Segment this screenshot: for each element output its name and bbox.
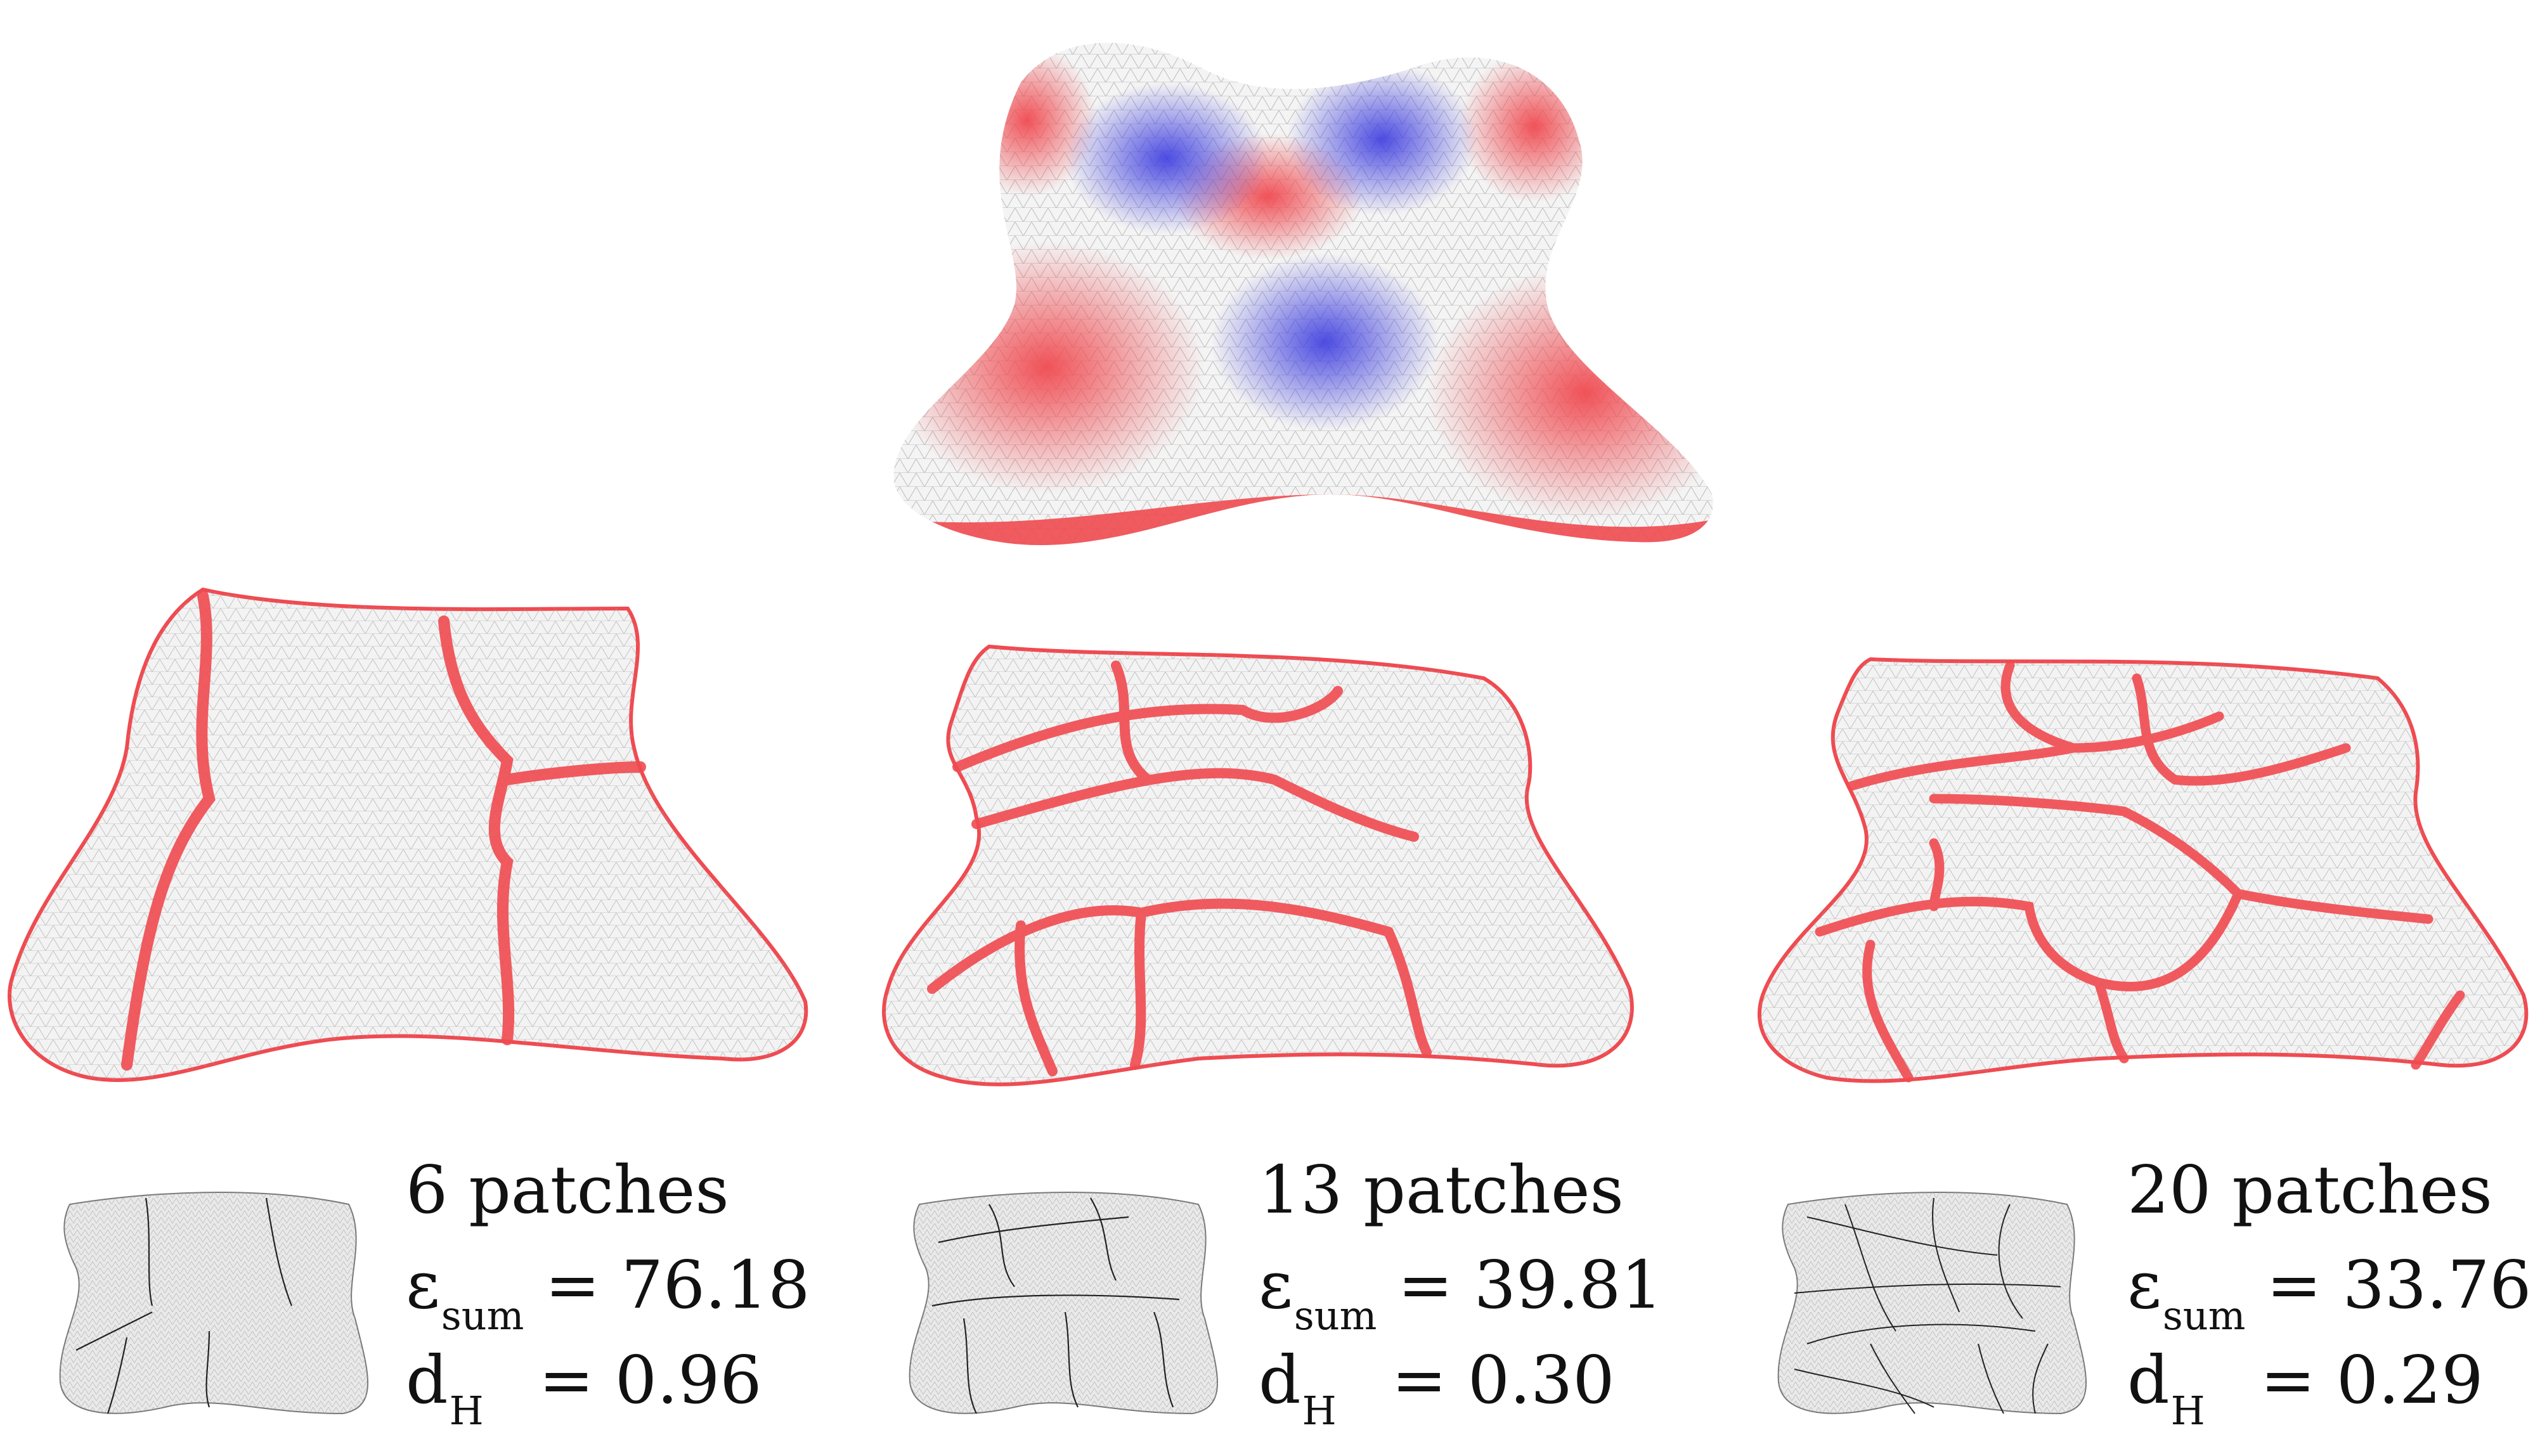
patch-count-label: 6 patches bbox=[406, 1151, 729, 1228]
dh-symbol: d bbox=[2127, 1341, 2170, 1419]
hausdorff-line: dH = 0.30 bbox=[1259, 1341, 1615, 1431]
segmentation-shape-20 bbox=[1758, 657, 2529, 1083]
thumbnail-6 bbox=[59, 1192, 368, 1415]
eps-value: = 76.18 bbox=[545, 1246, 810, 1324]
eps-symbol: ε bbox=[1259, 1246, 1293, 1324]
dh-value: = 0.29 bbox=[2260, 1341, 2484, 1419]
eps-sum-line: εsum = 76.18 bbox=[406, 1246, 810, 1336]
hausdorff-line: dH = 0.96 bbox=[406, 1341, 762, 1431]
eps-symbol: ε bbox=[406, 1246, 440, 1324]
eps-subscript: sum bbox=[441, 1292, 524, 1339]
curvature-map-shape bbox=[893, 42, 1713, 545]
dh-value: = 0.30 bbox=[1391, 1341, 1615, 1419]
thumbnail-13 bbox=[909, 1192, 1218, 1415]
caption-thirteen-patches: 13 patches εsum = 39.81 dH = 0.30 bbox=[1259, 1151, 1702, 1431]
dh-subscript: H bbox=[1302, 1388, 1337, 1434]
eps-value: = 39.81 bbox=[1397, 1246, 1663, 1324]
eps-subscript: sum bbox=[2162, 1292, 2246, 1339]
segmentation-shape-13 bbox=[882, 644, 1634, 1086]
hausdorff-line: dH = 0.29 bbox=[2127, 1341, 2484, 1431]
dh-subscript: H bbox=[2170, 1388, 2205, 1434]
eps-value: = 33.76 bbox=[2266, 1246, 2532, 1324]
eps-sum-line: εsum = 39.81 bbox=[1259, 1246, 1663, 1336]
dh-subscript: H bbox=[449, 1388, 484, 1434]
caption-six-patches: 6 patches εsum = 76.18 dH = 0.96 bbox=[406, 1151, 850, 1431]
eps-subscript: sum bbox=[1293, 1292, 1377, 1339]
caption-twenty-patches: 20 patches εsum = 33.76 dH = 0.29 bbox=[2127, 1151, 2539, 1431]
segmentation-shape-6 bbox=[8, 587, 808, 1083]
eps-symbol: ε bbox=[2127, 1246, 2161, 1324]
patch-count-label: 13 patches bbox=[1259, 1151, 1624, 1228]
dh-value: = 0.96 bbox=[538, 1341, 762, 1419]
patch-count-label: 20 patches bbox=[2127, 1151, 2492, 1228]
thumbnail-20 bbox=[1777, 1192, 2087, 1415]
dh-symbol: d bbox=[1259, 1341, 1301, 1419]
eps-sum-line: εsum = 33.76 bbox=[2127, 1246, 2532, 1336]
dh-symbol: d bbox=[406, 1341, 448, 1419]
